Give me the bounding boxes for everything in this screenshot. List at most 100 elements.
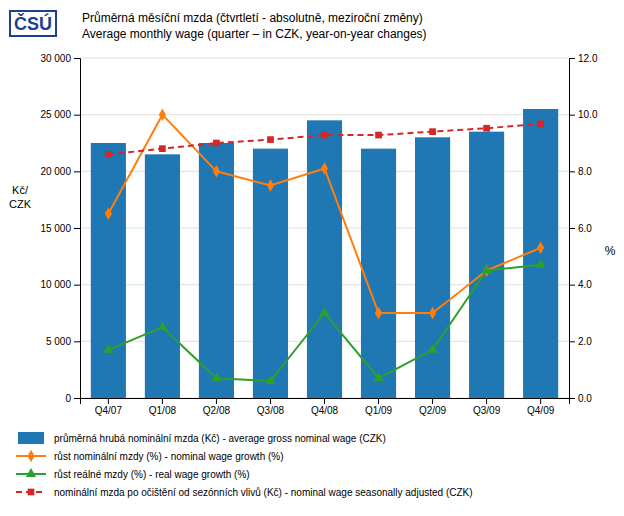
marker bbox=[213, 165, 220, 177]
tick-label: 0 bbox=[65, 393, 71, 404]
tick-label: 2.0 bbox=[578, 336, 592, 347]
marks bbox=[91, 108, 558, 398]
marker bbox=[537, 120, 544, 127]
tick: Q3/09 bbox=[473, 398, 501, 416]
marker bbox=[429, 307, 436, 319]
tick-label: 25 000 bbox=[40, 109, 71, 120]
title: Průměrná měsíční mzda (čtvrtletí - absol… bbox=[82, 11, 423, 25]
legend-label: růst reálné mzdy (%) - real wage growth … bbox=[54, 469, 250, 480]
tick: Q4/08 bbox=[311, 398, 339, 416]
tick-mark bbox=[569, 285, 575, 286]
marker bbox=[103, 344, 113, 353]
marker bbox=[211, 372, 221, 381]
tick-label: Q1/08 bbox=[149, 405, 177, 416]
marker bbox=[427, 344, 437, 353]
tick: 12.0 bbox=[569, 53, 598, 64]
tick: Q2/08 bbox=[203, 398, 231, 416]
tick-label: 4.0 bbox=[578, 279, 592, 290]
line bbox=[108, 265, 540, 381]
tick-mark bbox=[74, 58, 80, 59]
tick-label: 10.0 bbox=[578, 109, 598, 120]
legend-item: průměrná hrubá nominální mzda (Kč) - ave… bbox=[18, 432, 386, 444]
tick-label: 20 000 bbox=[40, 166, 71, 177]
marker bbox=[157, 321, 167, 330]
tick-label: 30 000 bbox=[40, 53, 71, 64]
legend-item: růst reálné mzdy (%) - real wage growth … bbox=[16, 468, 250, 479]
legend-label: růst nominální mzdy (%) - nominal wage g… bbox=[54, 451, 284, 462]
tick: 10 000 bbox=[40, 279, 80, 290]
logo-frame bbox=[10, 11, 56, 36]
tick: 8.0 bbox=[569, 166, 592, 177]
y2-axis-label: % bbox=[605, 244, 616, 258]
logo: ČSÚ bbox=[10, 11, 56, 36]
axis-line bbox=[570, 59, 576, 399]
marker bbox=[105, 208, 112, 220]
bar bbox=[91, 143, 126, 398]
tick-label: Q3/09 bbox=[473, 405, 501, 416]
tick-mark bbox=[569, 228, 575, 229]
tick: 4.0 bbox=[569, 279, 592, 290]
marker bbox=[375, 132, 382, 139]
marker bbox=[482, 265, 492, 274]
tick-mark bbox=[569, 341, 575, 342]
line-series bbox=[105, 108, 544, 319]
bar bbox=[199, 143, 234, 398]
tick: 0.0 bbox=[569, 393, 592, 404]
tick-mark bbox=[162, 398, 163, 404]
tick-label: 12.0 bbox=[578, 53, 598, 64]
tick-label: Q1/09 bbox=[365, 405, 393, 416]
marker bbox=[267, 179, 274, 191]
plot: Q4/07Q1/08Q2/08Q3/08Q4/08Q1/09Q2/09Q3/09… bbox=[40, 53, 597, 416]
axis-line bbox=[74, 59, 81, 399]
tick-mark bbox=[270, 398, 271, 404]
tick-mark bbox=[108, 398, 109, 404]
bar bbox=[307, 120, 342, 398]
marker bbox=[213, 140, 220, 147]
tick-mark bbox=[74, 115, 80, 116]
bar bbox=[145, 154, 180, 398]
legend-label: průměrná hrubá nominální mzda (Kč) - ave… bbox=[54, 433, 386, 444]
tick-label: 10 000 bbox=[40, 279, 71, 290]
marker bbox=[429, 128, 436, 135]
marker bbox=[265, 375, 275, 384]
legend-item: nominální mzda po očištění od sezónních … bbox=[16, 487, 473, 498]
axis: 0 5 000 10 000 15 000 20 000 25 000 30 000 bbox=[40, 53, 80, 404]
line bbox=[108, 115, 540, 313]
tick-mark bbox=[569, 115, 575, 116]
tick-label: Q4/09 bbox=[527, 405, 555, 416]
tick: 2.0 bbox=[569, 336, 592, 347]
tick-label: 15 000 bbox=[40, 223, 71, 234]
legend-item: růst nominální mzdy (%) - nominal wage g… bbox=[16, 450, 284, 462]
marker bbox=[267, 136, 274, 143]
tick-mark bbox=[74, 398, 80, 399]
line-series bbox=[103, 259, 545, 384]
tick: 10.0 bbox=[569, 109, 598, 120]
marker bbox=[373, 372, 383, 381]
tick: Q4/07 bbox=[95, 398, 123, 416]
tick-mark bbox=[569, 398, 575, 399]
bar bbox=[361, 149, 396, 398]
tick: Q1/09 bbox=[365, 398, 393, 416]
bar bbox=[253, 149, 288, 398]
tick-label: 5 000 bbox=[46, 336, 71, 347]
tick-mark bbox=[74, 285, 80, 286]
grid-line bbox=[80, 58, 569, 59]
tick: Q2/09 bbox=[419, 398, 447, 416]
tick: 5 000 bbox=[46, 336, 80, 347]
marker bbox=[321, 132, 328, 139]
tick-label: 6.0 bbox=[578, 223, 592, 234]
tick-mark bbox=[324, 398, 325, 404]
legend-marker bbox=[26, 468, 36, 477]
tick-label: 0.0 bbox=[578, 393, 592, 404]
tick-mark bbox=[216, 398, 217, 404]
line bbox=[108, 124, 540, 155]
axis-line bbox=[81, 399, 570, 405]
y-axis-label: CZK bbox=[9, 198, 32, 210]
tick-label: Q2/09 bbox=[419, 405, 447, 416]
tick: Q4/09 bbox=[527, 398, 555, 416]
subtitle: Average monthly wage (quarter – in CZK, … bbox=[82, 27, 427, 41]
tick: 0 bbox=[65, 393, 80, 404]
marker bbox=[319, 307, 329, 316]
tick-mark bbox=[74, 171, 80, 172]
axis: 0.0 2.0 4.0 6.0 8.0 10.0 12.0 bbox=[569, 53, 598, 404]
